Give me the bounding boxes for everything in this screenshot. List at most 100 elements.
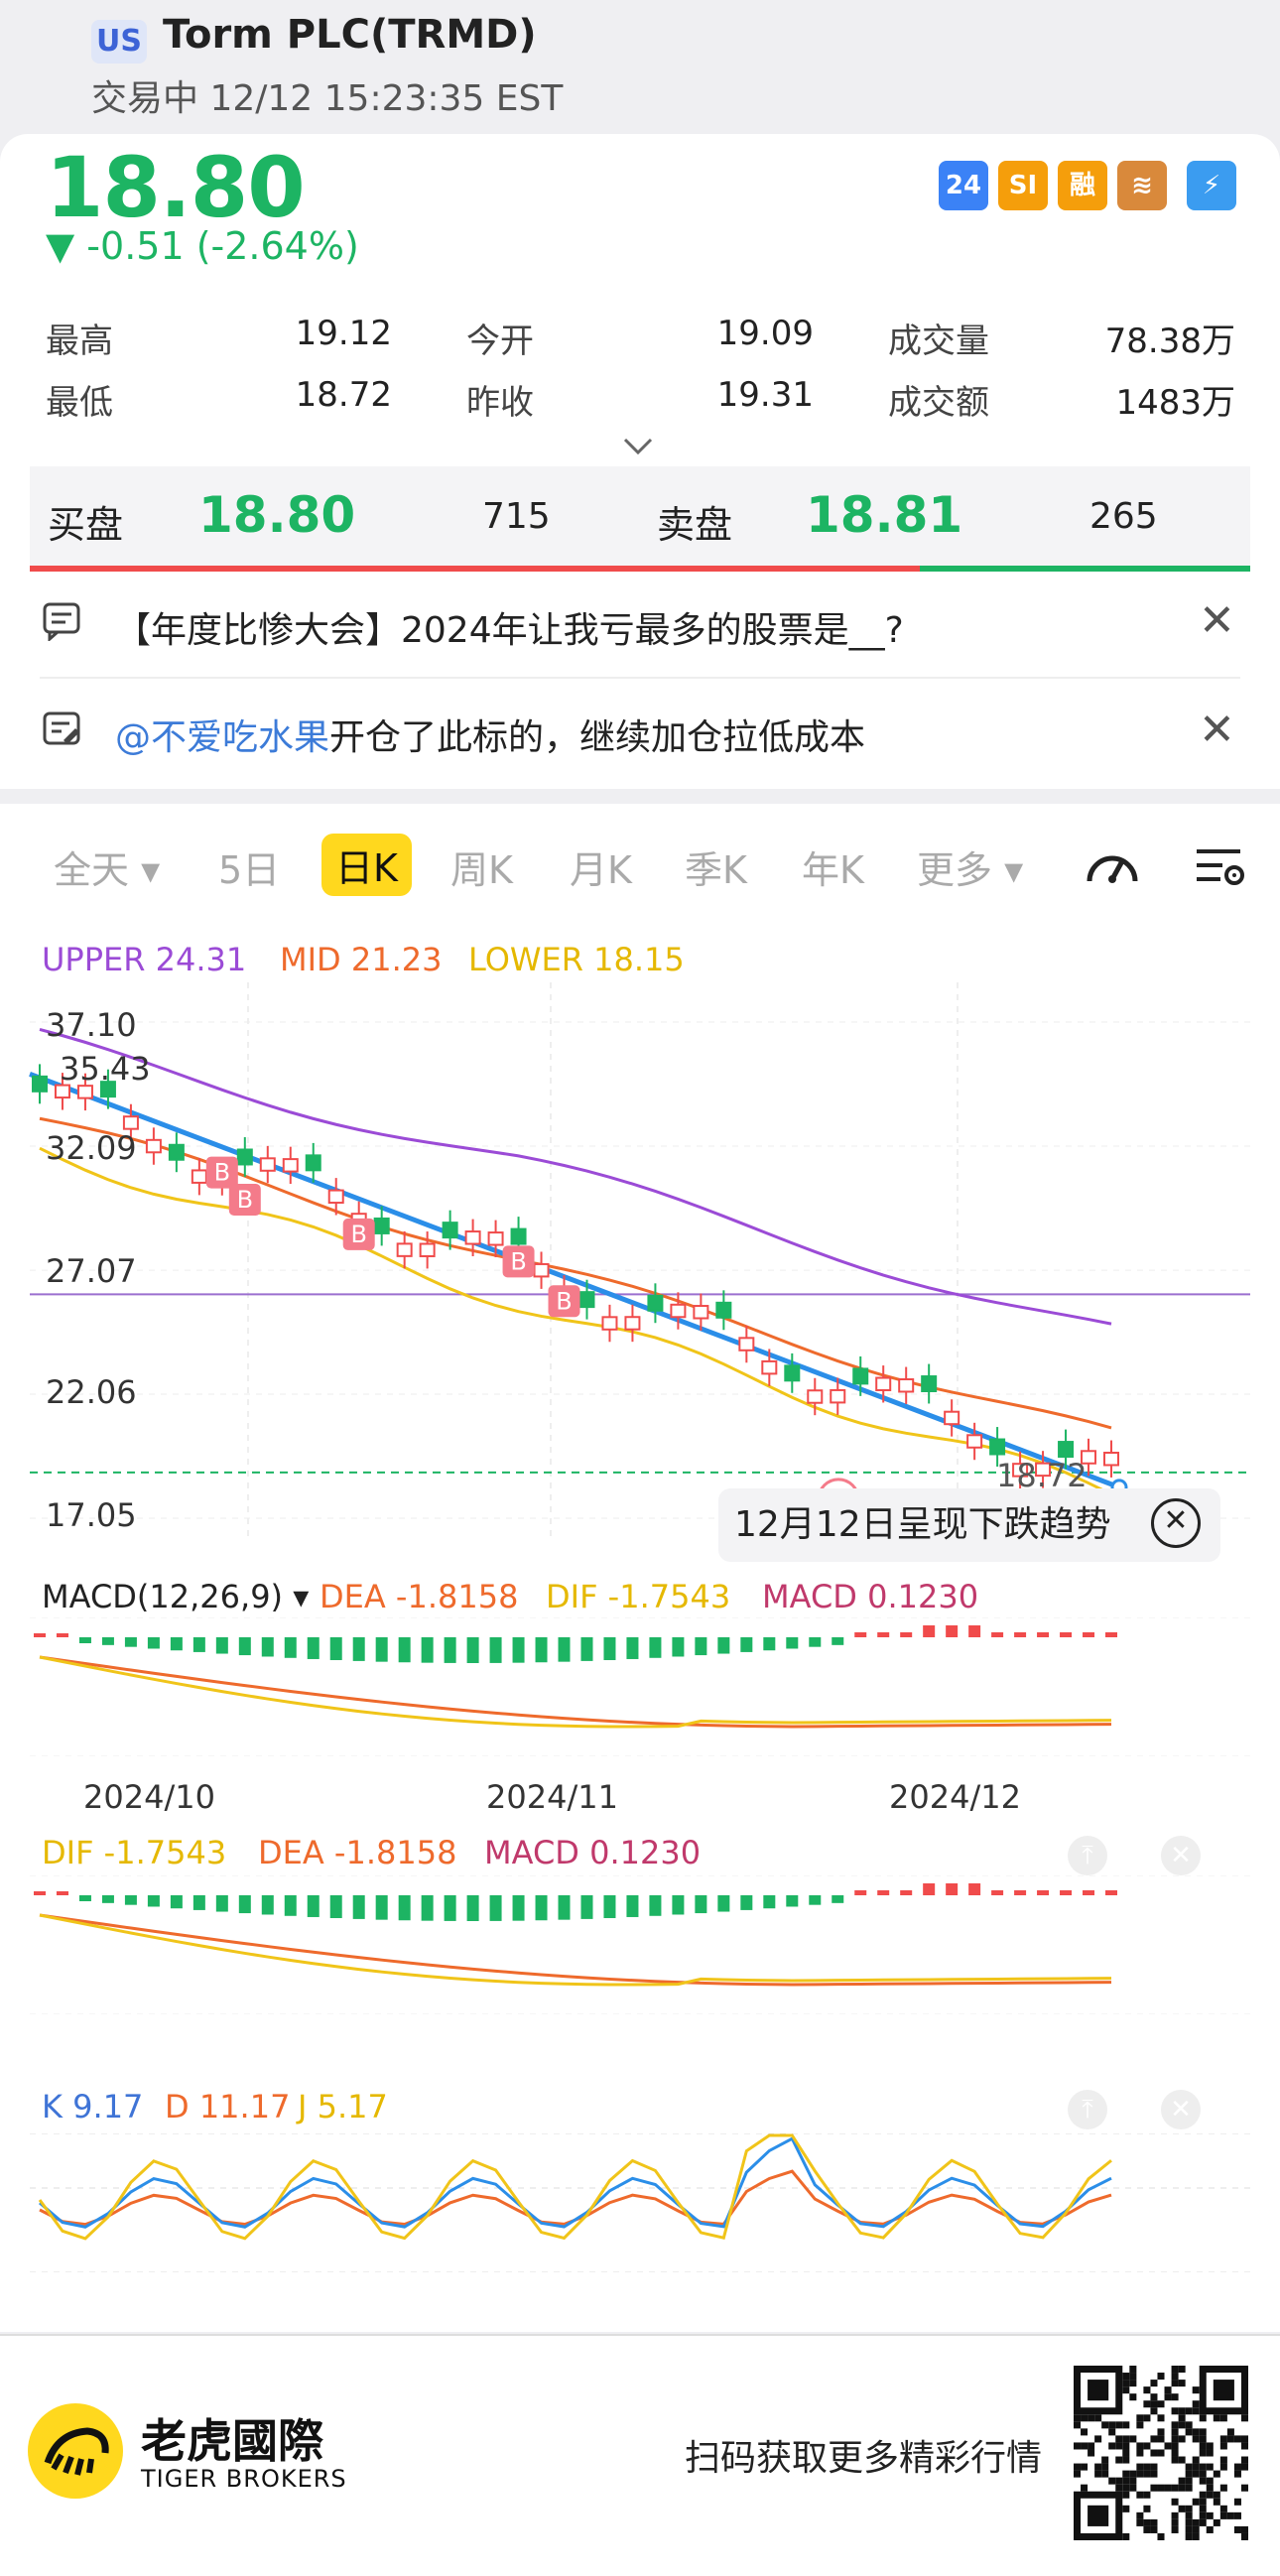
qr-module <box>1240 2442 1248 2450</box>
trend-tooltip[interactable]: 12月12日呈现下跌趋势 ✕ <box>718 1488 1220 1562</box>
buy-marker-label: B <box>237 1186 253 1214</box>
tab-daily[interactable]: 日K <box>321 834 412 896</box>
tab-intraday[interactable]: 全天 ▾ <box>54 848 161 892</box>
qr-module <box>1233 2525 1241 2533</box>
tab-more[interactable]: 更多 ▾ <box>917 848 1024 892</box>
tab-yearly[interactable]: 年K <box>802 848 864 892</box>
macd-selector[interactable]: MACD(12,26,9) ▾ <box>42 1578 310 1615</box>
candle <box>510 1227 527 1245</box>
price-axis-label: 37.10 <box>46 1006 137 1044</box>
qr-module <box>1206 2449 1214 2457</box>
chart-settings-icon[interactable] <box>1195 845 1246 893</box>
qr-module <box>1150 2400 1158 2408</box>
tab-quarterly[interactable]: 季K <box>685 848 747 892</box>
qr-module <box>1219 2512 1227 2519</box>
buy-marker <box>205 1156 238 1189</box>
macd-bar <box>763 1895 776 1909</box>
qr-module <box>1226 2435 1234 2443</box>
pin-top-icon[interactable]: ⤒ <box>1068 2090 1107 2129</box>
qr-finder <box>1088 2505 1109 2526</box>
notice-2-body: 开仓了此标的，继续加仓拉低成本 <box>329 717 866 758</box>
close-icon[interactable]: ✕ <box>1199 705 1235 755</box>
qr-module <box>1074 2470 1082 2478</box>
qr-module <box>1136 2414 1144 2422</box>
lightning-icon[interactable]: ⚡ <box>1187 161 1236 210</box>
macd-bar <box>695 1895 707 1914</box>
macd-bar <box>238 1895 251 1914</box>
qr-module <box>1178 2414 1186 2422</box>
qr-module <box>1101 2421 1109 2429</box>
candle <box>1081 1450 1097 1465</box>
qr-module <box>1171 2449 1179 2457</box>
qr-module <box>1081 2463 1088 2471</box>
qr-module <box>1219 2505 1227 2512</box>
low-label: 最低 <box>46 383 113 423</box>
pin-top-icon[interactable]: ⤒ <box>1068 1836 1107 1875</box>
macd2-dea: DEA -1.8158 <box>258 1834 457 1871</box>
tab-monthly[interactable]: 月K <box>570 848 632 892</box>
macd-bar <box>626 1637 639 1659</box>
macd-bar <box>329 1895 342 1919</box>
macd-bar <box>466 1895 479 1921</box>
kdj-chart <box>30 2133 1250 2272</box>
options-icon[interactable]: ≋ <box>1117 161 1167 210</box>
trend-line <box>29 1072 1120 1490</box>
notice-2-text[interactable]: @不爱吃水果开仓了此标的，继续加仓拉低成本 <box>115 708 865 760</box>
qr-module <box>1219 2463 1227 2471</box>
qr-module <box>1219 2484 1227 2492</box>
qr-module <box>1240 2484 1248 2492</box>
qr-module <box>1129 2470 1137 2478</box>
qr-module <box>1171 2435 1179 2443</box>
tab-weekly[interactable]: 周K <box>450 848 513 892</box>
qr-module <box>1081 2484 1088 2492</box>
qr-module <box>1136 2463 1144 2471</box>
macd-bar <box>832 1637 844 1645</box>
qr-module <box>1171 2380 1179 2387</box>
ask-price: 18.81 <box>806 486 963 544</box>
qr-module <box>1136 2470 1144 2478</box>
boll-mid: MID 21.23 <box>280 941 443 978</box>
close-icon[interactable]: ✕ <box>1151 1498 1201 1548</box>
short-interest-icon[interactable]: SI <box>998 161 1048 210</box>
qr-module <box>1143 2470 1151 2478</box>
dea-line <box>39 1913 1112 1987</box>
qr-module <box>1185 2463 1193 2471</box>
close-icon[interactable]: ✕ <box>1161 2090 1201 2129</box>
notice-1-text[interactable]: 【年度比惨大会】2024年让我亏最多的股票是__? <box>115 610 904 651</box>
expand-chevron-icon[interactable] <box>621 427 655 466</box>
macd-bar <box>809 1637 822 1647</box>
qr-module <box>1129 2484 1137 2492</box>
kdj-d: D 11.17 <box>165 2088 291 2125</box>
macd-bar <box>991 1890 1004 1895</box>
close-icon[interactable]: ✕ <box>1199 595 1235 646</box>
qr-module <box>1129 2373 1137 2381</box>
24h-trading-icon[interactable]: 24 <box>939 161 988 210</box>
low-price-marker: 18.72 <box>996 1457 1088 1494</box>
qr-module <box>1171 2407 1179 2415</box>
qr-module <box>1094 2414 1102 2422</box>
qr-module <box>1178 2421 1186 2429</box>
qr-code <box>1074 2366 1248 2540</box>
candle <box>122 1115 139 1130</box>
macd-dif: DIF -1.7543 <box>546 1578 731 1615</box>
macd-bar <box>466 1637 479 1663</box>
candle <box>852 1367 869 1385</box>
price-change: ▼ -0.51 (-2.64%) <box>46 224 359 268</box>
macd-bar <box>444 1895 456 1921</box>
qr-module <box>1206 2484 1214 2492</box>
close-icon[interactable]: ✕ <box>1161 1836 1201 1875</box>
margin-icon[interactable]: 融 <box>1058 161 1107 210</box>
tab-5day[interactable]: 5日 <box>218 848 281 892</box>
buy-marker-label: B <box>510 1247 526 1275</box>
buy-marker-label: B <box>350 1221 366 1248</box>
speedometer-icon[interactable] <box>1084 841 1141 893</box>
order-book-bar[interactable] <box>30 466 1250 568</box>
qr-module <box>1240 2456 1248 2464</box>
macd-bar <box>398 1895 411 1921</box>
qr-module <box>1122 2373 1130 2381</box>
macd-bar <box>261 1895 274 1915</box>
qr-module <box>1185 2525 1193 2533</box>
notice-mention[interactable]: @不爱吃水果 <box>115 717 330 758</box>
qr-module <box>1192 2400 1200 2408</box>
